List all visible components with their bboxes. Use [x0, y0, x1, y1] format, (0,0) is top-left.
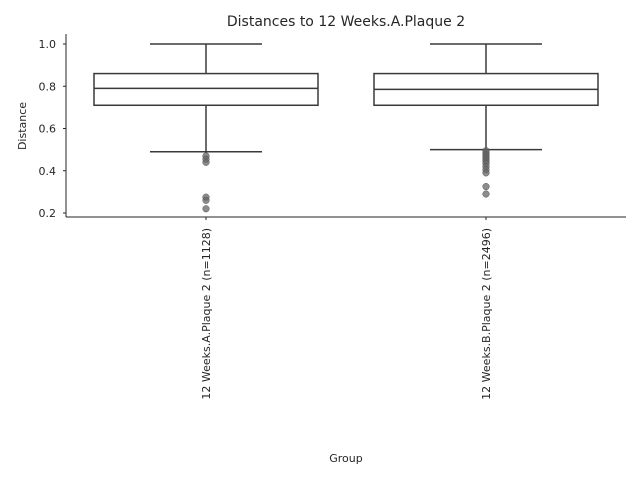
box-group — [93, 43, 319, 213]
y-tick-label: 1.0 — [39, 38, 57, 51]
y-axis-ticks: 0.2 0.4 0.6 0.8 1.0 — [39, 38, 66, 220]
iqr-box — [93, 72, 319, 107]
outlier-point — [202, 196, 210, 204]
outlier-point — [202, 158, 210, 166]
outlier-point — [202, 205, 210, 213]
y-axis-label: Distance — [16, 102, 29, 150]
x-axis-label: Group — [329, 452, 363, 465]
box-series — [93, 43, 599, 213]
x-tick-label: 12 Weeks.A.Plaque 2 (n=1128) — [200, 228, 213, 400]
outlier-point — [482, 169, 490, 177]
y-tick-label: 0.8 — [39, 80, 57, 93]
y-tick-label: 0.6 — [39, 123, 57, 136]
x-axis-ticks: 12 Weeks.A.Plaque 2 (n=1128) 12 Weeks.B.P… — [200, 217, 493, 400]
y-tick-label: 0.4 — [39, 165, 57, 178]
box-group — [373, 43, 599, 198]
x-tick-label: 12 Weeks.B.Plaque 2 (n=2496) — [480, 228, 493, 400]
outlier-point — [482, 190, 490, 198]
y-tick-label: 0.2 — [39, 207, 57, 220]
outlier-point — [482, 183, 490, 191]
chart-title: Distances to 12 Weeks.A.Plaque 2 — [227, 14, 465, 30]
